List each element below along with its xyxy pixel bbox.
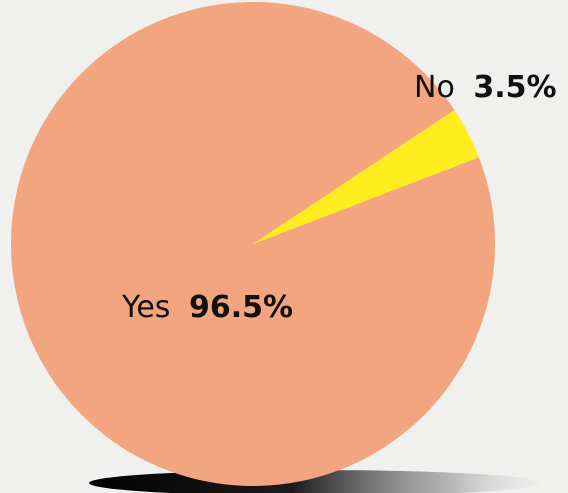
pie-slice-no [253, 110, 479, 244]
slice-name-no: No [414, 70, 455, 105]
slice-label-no: No 3.5% [414, 70, 557, 105]
pie-slice-yes [11, 2, 496, 487]
slice-value-yes: 96.5% [189, 290, 293, 325]
slice-label-yes: Yes 96.5% [121, 290, 293, 325]
slice-value-no: 3.5% [473, 70, 556, 105]
pie-slices [11, 2, 496, 487]
slice-name-yes: Yes [121, 290, 170, 325]
